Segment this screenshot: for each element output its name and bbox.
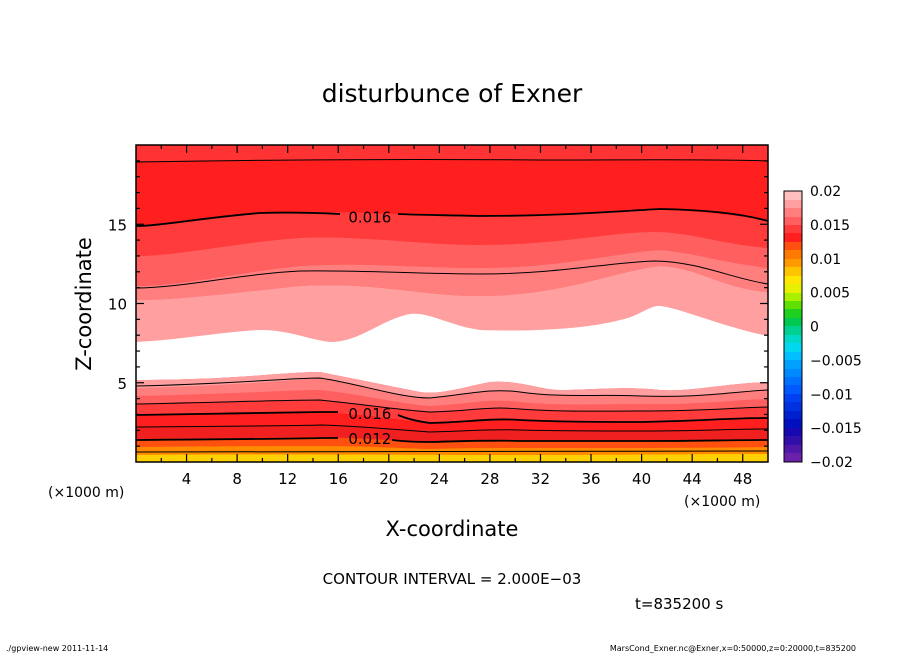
- footer-left: ./gpview-new 2011-11-14: [6, 644, 108, 653]
- colorbar-seg: [784, 276, 802, 284]
- x-tick-label: 12: [278, 470, 297, 488]
- colorbar-seg: [784, 411, 802, 419]
- colorbar-label: 0.01: [810, 252, 841, 268]
- colorbar-seg: [784, 200, 802, 208]
- colorbar-seg: [784, 360, 802, 369]
- band-pink: [136, 250, 768, 300]
- colorbar-labels: 0.02 0.015 0.01 0.005 0 −0.005 −0.01 −0.015 −0.0…: [810, 184, 862, 471]
- band-white: [136, 305, 768, 393]
- colorbar-label: −0.015: [810, 421, 862, 437]
- colorbar-seg: [784, 335, 802, 343]
- x-tick-label: 48: [733, 470, 752, 488]
- contour-label: 0.012: [348, 430, 391, 448]
- colorbar-seg: [784, 208, 802, 217]
- x-tick-label: 8: [232, 470, 242, 488]
- x-tick-label: 20: [379, 470, 398, 488]
- colorbar-seg: [784, 217, 802, 225]
- colorbar-label: −0.02: [810, 455, 853, 471]
- contour-line: [136, 424, 768, 433]
- axis-ticks: [136, 145, 768, 462]
- colorbar-seg: [784, 309, 802, 318]
- x-tick-label: 44: [683, 470, 702, 488]
- x-tick-labels: 4 8 12 16 20 24 28 32 36 40 44 48: [182, 470, 752, 488]
- colorbar-seg: [784, 385, 802, 394]
- contour-line: [136, 377, 768, 399]
- colorbar-seg: [784, 428, 802, 436]
- x-tick-label: 16: [329, 470, 348, 488]
- colorbar-seg: [784, 326, 802, 335]
- colorbar-seg: [784, 293, 802, 301]
- colorbar-seg: [784, 445, 802, 453]
- colorbar-seg: [784, 419, 802, 428]
- x-tick-label: 36: [581, 470, 600, 488]
- band-red-light: [136, 210, 768, 256]
- band-salmon: [136, 232, 768, 286]
- x-tick-label: 24: [430, 470, 449, 488]
- x-tick-label: 4: [182, 470, 192, 488]
- colorbar-seg: [784, 436, 802, 445]
- contour-line: [136, 399, 768, 413]
- colorbar-frame: [783, 190, 803, 463]
- colorbar-seg: [784, 453, 802, 462]
- x-tick-label: 28: [480, 470, 499, 488]
- contour-label: 0.016: [348, 208, 391, 226]
- x-unit-left: (×1000 m): [48, 485, 124, 501]
- colorbar-seg: [784, 369, 802, 377]
- chart-title: disturbunce of Exner: [322, 79, 583, 108]
- contour-line: [136, 411, 768, 424]
- colorbar-seg: [784, 267, 802, 276]
- band-red: [136, 159, 768, 226]
- colorbar-seg: [784, 402, 802, 411]
- colorbar-label: 0.02: [810, 184, 841, 200]
- colorbar-seg: [784, 233, 802, 242]
- colorbar-seg: [784, 225, 802, 233]
- colorbar-label: 0: [810, 320, 819, 336]
- colorbar-seg: [784, 242, 802, 250]
- colorbar-label: 0.015: [810, 218, 850, 234]
- y-tick-label: 10: [108, 296, 127, 314]
- contour-line: [136, 260, 768, 289]
- contour-labels: 0.016 0.016 0.012: [348, 208, 391, 448]
- colorbar-seg: [784, 318, 802, 326]
- colorbar-seg: [784, 343, 802, 352]
- x-tick-label: 40: [632, 470, 651, 488]
- colorbar-seg: [784, 394, 802, 402]
- time-label: t=835200 s: [635, 595, 723, 613]
- x-tick-label: 32: [531, 470, 550, 488]
- contour-line: [136, 437, 768, 443]
- colorbar-seg: [784, 301, 802, 309]
- y-tick-label: 15: [108, 216, 127, 234]
- colorbar-seg: [784, 377, 802, 385]
- band-yellow: [136, 454, 768, 462]
- colorbar-label: −0.01: [810, 387, 853, 403]
- contour-line: [136, 208, 768, 227]
- contour-line: [136, 450, 768, 453]
- filled-contours: [136, 145, 768, 462]
- colorbar-label: 0.005: [810, 286, 850, 302]
- colorbar-seg: [784, 259, 802, 267]
- colorbar-seg: [784, 250, 802, 259]
- colorbar-seg: [784, 352, 802, 360]
- y-axis-label: Z-coordinate: [72, 237, 96, 371]
- y-tick-labels: 5 10 15: [108, 216, 127, 393]
- contour-line: [136, 159, 768, 163]
- x-axis-label: X-coordinate: [386, 517, 519, 541]
- contour-interval: CONTOUR INTERVAL = 2.000E−03: [323, 570, 582, 588]
- contour-label: 0.016: [348, 405, 391, 423]
- footer-right: MarsCond_Exner.nc@Exner,x=0:50000,z=0:20…: [610, 644, 856, 653]
- colorbar-seg: [784, 191, 802, 200]
- colorbar: [783, 190, 803, 463]
- colorbar-seg: [784, 284, 802, 293]
- x-unit-right: (×1000 m): [684, 494, 760, 510]
- y-tick-label: 5: [117, 375, 127, 393]
- contour-lines: [136, 159, 768, 453]
- colorbar-label: −0.005: [810, 353, 862, 369]
